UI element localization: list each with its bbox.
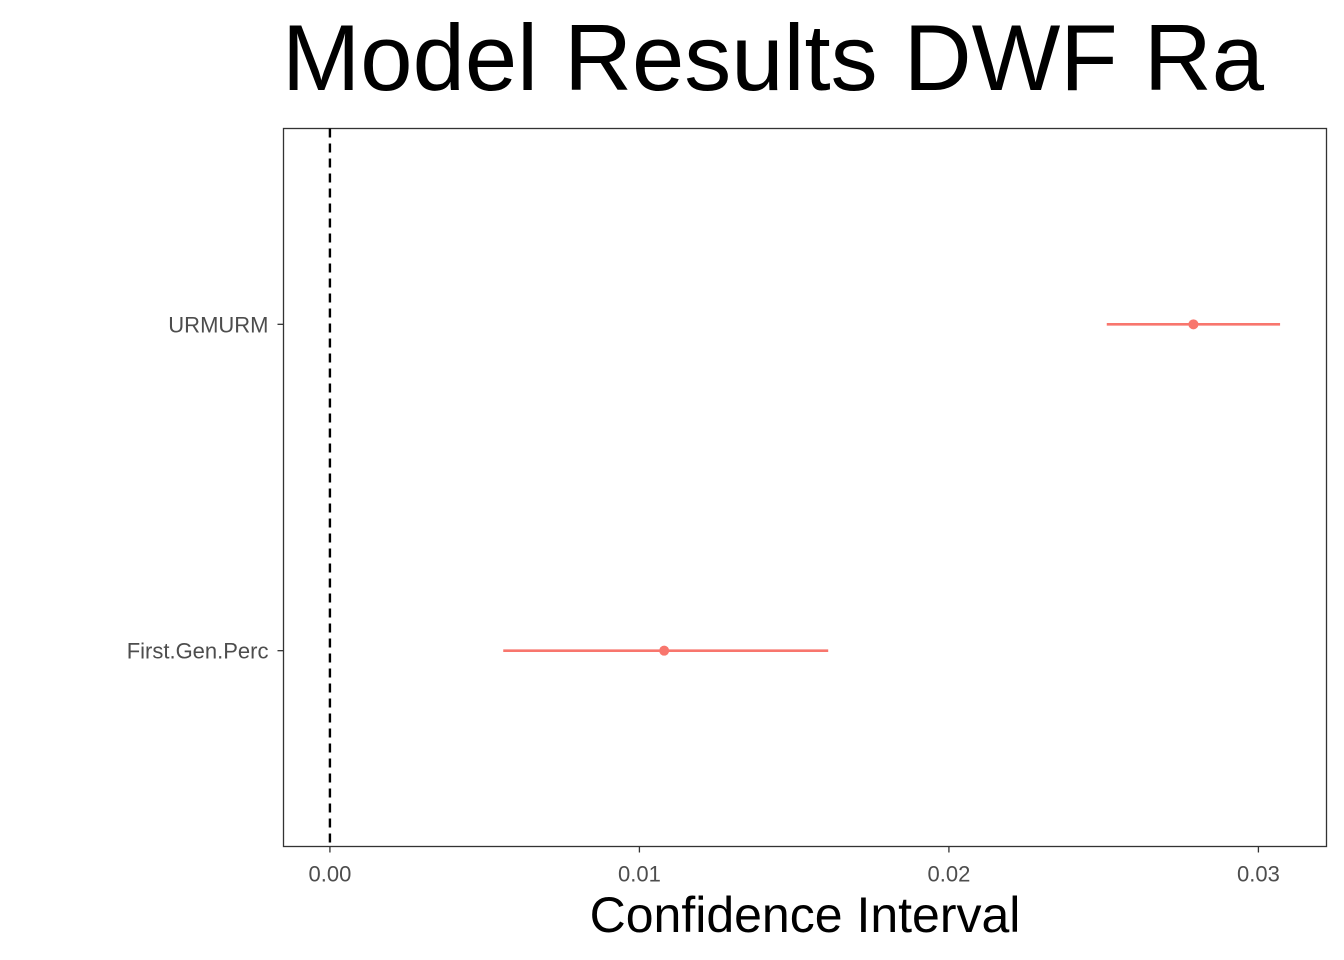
x-tick-label: 0.01 <box>618 862 661 887</box>
y-tick-label: URMURM <box>168 312 268 337</box>
data-marks <box>503 319 1281 656</box>
chart-title: Model Results DWF Ra <box>282 5 1265 110</box>
estimate-point <box>1188 319 1199 330</box>
y-axis: URMURM First.Gen.Perc <box>127 312 284 664</box>
x-tick-label: 0.00 <box>309 862 352 887</box>
estimate-point <box>659 645 670 656</box>
x-tick-label: 0.03 <box>1237 862 1280 887</box>
x-axis: 0.00 0.01 0.02 0.03 <box>309 846 1280 887</box>
x-tick-label: 0.02 <box>928 862 971 887</box>
y-tick-label: First.Gen.Perc <box>127 639 269 664</box>
x-axis-title: Confidence Interval <box>590 887 1021 943</box>
plot-panel <box>282 127 1328 848</box>
